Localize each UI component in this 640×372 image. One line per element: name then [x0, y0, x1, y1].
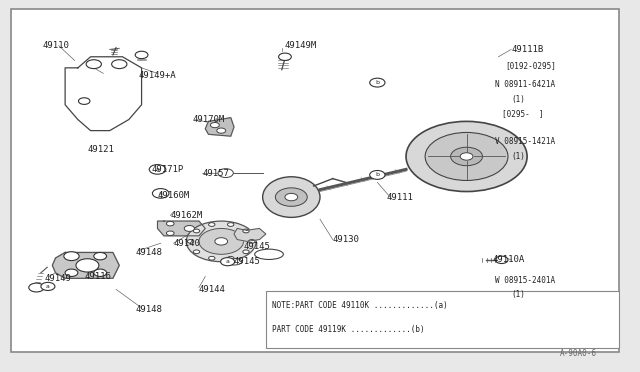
- Circle shape: [111, 60, 127, 68]
- Text: 49110A: 49110A: [492, 255, 524, 264]
- Circle shape: [215, 238, 228, 245]
- Text: 49148: 49148: [135, 248, 162, 257]
- Circle shape: [209, 223, 215, 227]
- Circle shape: [406, 121, 527, 192]
- Text: b: b: [375, 80, 380, 85]
- Circle shape: [186, 221, 256, 262]
- Polygon shape: [234, 228, 266, 241]
- Ellipse shape: [226, 259, 242, 265]
- Circle shape: [275, 188, 307, 206]
- Circle shape: [94, 269, 106, 276]
- Polygon shape: [205, 118, 234, 136]
- Circle shape: [152, 189, 169, 198]
- Polygon shape: [52, 253, 119, 278]
- Circle shape: [243, 250, 249, 254]
- Text: 49160M: 49160M: [157, 191, 189, 200]
- Text: b: b: [375, 173, 380, 177]
- Circle shape: [199, 228, 244, 254]
- Circle shape: [166, 221, 174, 226]
- Text: NOTE:PART CODE 49110K .............(a): NOTE:PART CODE 49110K .............(a): [272, 301, 448, 311]
- Circle shape: [166, 231, 174, 235]
- Circle shape: [227, 256, 234, 260]
- Circle shape: [370, 78, 385, 87]
- Circle shape: [278, 53, 291, 61]
- Circle shape: [495, 256, 508, 263]
- Text: 49116: 49116: [84, 272, 111, 281]
- Circle shape: [425, 132, 508, 180]
- Text: 49140: 49140: [173, 239, 200, 248]
- Circle shape: [76, 259, 99, 272]
- Text: a: a: [156, 167, 159, 172]
- Text: 49171P: 49171P: [151, 165, 184, 174]
- Ellipse shape: [262, 177, 320, 217]
- Text: 49170M: 49170M: [193, 115, 225, 124]
- Circle shape: [188, 240, 194, 243]
- Text: [0295-  ]: [0295- ]: [502, 109, 543, 119]
- Text: 49110: 49110: [43, 41, 70, 50]
- Text: (1): (1): [511, 291, 525, 299]
- Text: 49149+A: 49149+A: [138, 71, 176, 80]
- Circle shape: [193, 229, 200, 233]
- Circle shape: [41, 282, 55, 291]
- Text: (1): (1): [511, 152, 525, 161]
- Circle shape: [451, 147, 483, 166]
- Circle shape: [184, 225, 195, 231]
- Circle shape: [370, 170, 385, 179]
- Text: a: a: [46, 284, 50, 289]
- Circle shape: [209, 256, 215, 260]
- Circle shape: [248, 240, 255, 243]
- Circle shape: [86, 60, 101, 68]
- Text: V 08915-1421A: V 08915-1421A: [495, 137, 556, 146]
- Text: [0192-0295]: [0192-0295]: [505, 61, 556, 71]
- Circle shape: [64, 252, 79, 260]
- Text: 49111B: 49111B: [511, 45, 543, 54]
- Circle shape: [135, 51, 148, 59]
- Circle shape: [243, 229, 249, 233]
- Circle shape: [211, 122, 220, 128]
- Text: 49121: 49121: [88, 145, 115, 154]
- Text: 49130: 49130: [333, 235, 360, 244]
- Circle shape: [29, 283, 44, 292]
- Text: W 08915-2401A: W 08915-2401A: [495, 276, 556, 285]
- Circle shape: [149, 164, 166, 174]
- Text: 49145: 49145: [234, 257, 261, 266]
- Text: 49162M: 49162M: [170, 211, 202, 220]
- Circle shape: [221, 258, 235, 266]
- Text: a: a: [159, 191, 163, 196]
- Circle shape: [227, 223, 234, 227]
- Text: 49111: 49111: [387, 193, 414, 202]
- Circle shape: [193, 250, 200, 254]
- Text: A-90A0-6: A-90A0-6: [560, 349, 597, 358]
- FancyBboxPatch shape: [266, 291, 620, 349]
- Circle shape: [217, 128, 226, 133]
- Circle shape: [285, 193, 298, 201]
- Text: (1): (1): [511, 95, 525, 104]
- Circle shape: [94, 253, 106, 260]
- Text: N 08911-6421A: N 08911-6421A: [495, 80, 556, 89]
- Text: 49145: 49145: [244, 243, 271, 251]
- Text: 49148: 49148: [135, 305, 162, 314]
- Circle shape: [218, 169, 234, 177]
- Circle shape: [79, 98, 90, 105]
- Circle shape: [460, 153, 473, 160]
- FancyBboxPatch shape: [11, 9, 620, 352]
- Circle shape: [65, 269, 78, 276]
- Text: 49144: 49144: [199, 285, 226, 294]
- Text: a: a: [226, 259, 230, 264]
- Text: 49149M: 49149M: [285, 41, 317, 50]
- Polygon shape: [157, 221, 205, 236]
- Text: PART CODE 49119K .............(b): PART CODE 49119K .............(b): [272, 326, 425, 334]
- Text: 49149: 49149: [45, 274, 72, 283]
- Text: 49157: 49157: [202, 169, 229, 177]
